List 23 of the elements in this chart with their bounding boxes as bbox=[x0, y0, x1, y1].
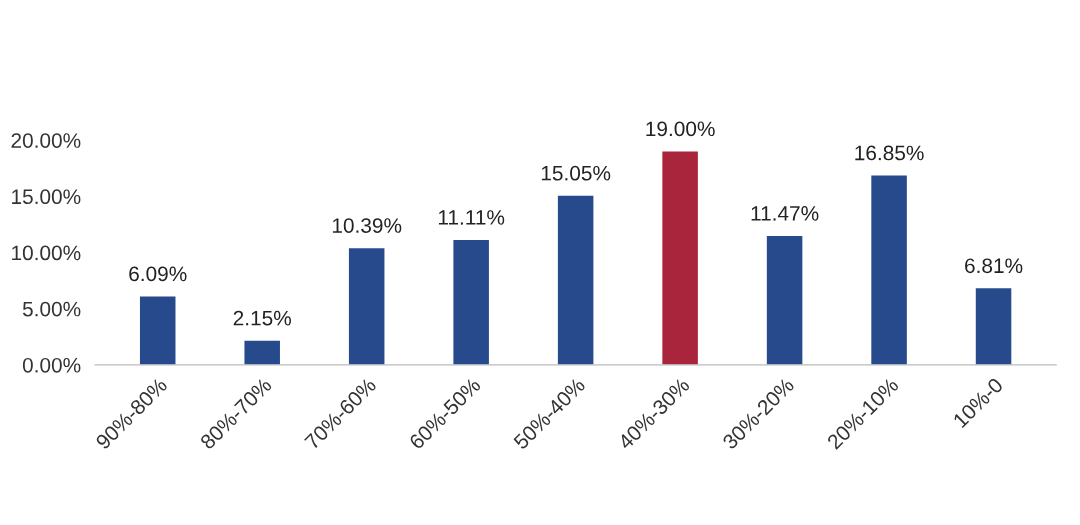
bar bbox=[244, 340, 280, 365]
bar bbox=[348, 248, 385, 365]
bar bbox=[871, 175, 907, 365]
data-label: 16.85% bbox=[855, 145, 924, 161]
data-label: 19.00% bbox=[646, 121, 715, 137]
data-label: 15.05% bbox=[541, 165, 611, 181]
bar bbox=[557, 195, 594, 365]
bar bbox=[766, 236, 803, 365]
data-label: 6.09% bbox=[129, 266, 187, 282]
data-label: 11.11% bbox=[438, 210, 505, 225]
y-tick-label: 10.00% bbox=[12, 245, 81, 261]
y-tick-label: 20.00% bbox=[11, 133, 81, 148]
bar bbox=[139, 296, 176, 365]
data-label: 10.39% bbox=[332, 218, 402, 233]
data-label: 11.47% bbox=[751, 206, 819, 221]
data-label: 2.15% bbox=[233, 310, 291, 326]
y-tick-label: 5.00% bbox=[22, 301, 81, 317]
y-tick-label: 15.00% bbox=[12, 189, 81, 205]
bar bbox=[453, 240, 489, 365]
y-tick-label: 0.00% bbox=[22, 357, 81, 373]
data-label: 6.81% bbox=[965, 258, 1023, 274]
bar bbox=[975, 288, 1012, 365]
bar bbox=[662, 151, 698, 365]
